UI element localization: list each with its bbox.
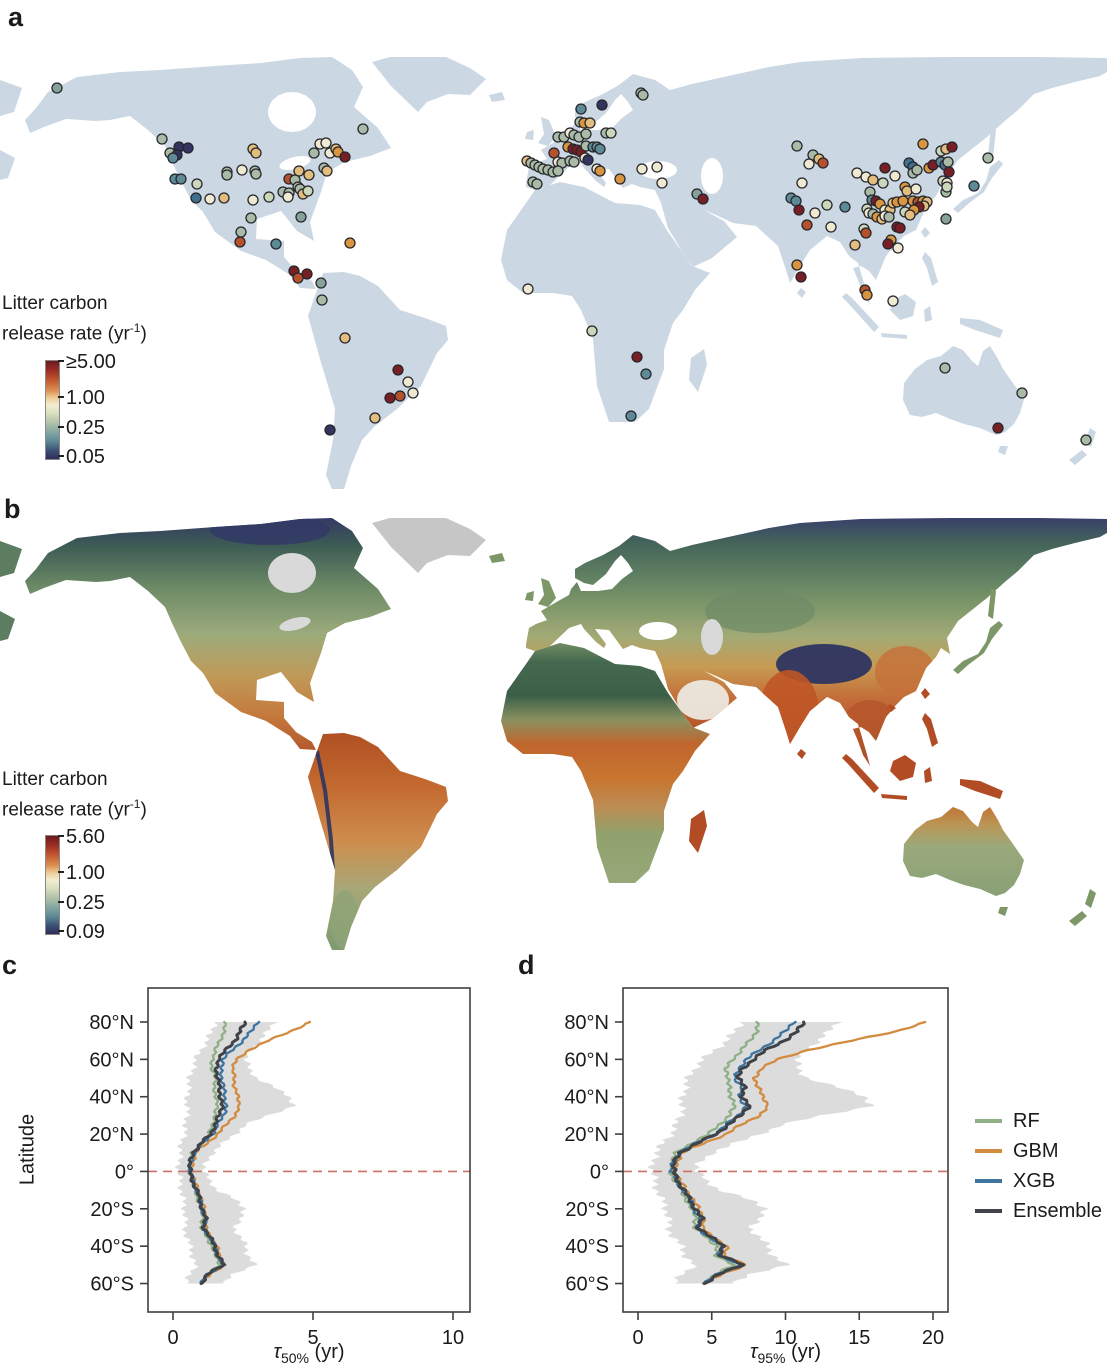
gbm-line-swatch xyxy=(975,1149,1002,1153)
panel-b-label: b xyxy=(4,494,21,524)
colorbar-tick: ≥5.00 xyxy=(66,351,116,373)
y-tick-label: 40°S xyxy=(565,1236,609,1258)
legend-item-rf: RF xyxy=(975,1106,1102,1136)
map-observations xyxy=(0,57,1107,489)
legend-label: RF xyxy=(1013,1109,1040,1132)
model-legend: RF GBM XGB Ensemble xyxy=(975,1106,1102,1226)
y-tick-label: 0° xyxy=(590,1161,609,1183)
y-tick-label: 80°N xyxy=(564,1012,609,1034)
latitude-profile-charts: 80°N 60°N 40°N 20°N 0° 20°S 40°S 60°S 0 5 10 τ50% (… xyxy=(89,987,949,1366)
y-tick-label: 60°S xyxy=(90,1274,134,1296)
plot-area-c xyxy=(148,1020,470,1286)
legend-item-ensemble: Ensemble xyxy=(975,1196,1102,1226)
great-lakes xyxy=(279,156,311,170)
colorbar-tick: 0.25 xyxy=(66,417,105,439)
caspian-sea xyxy=(701,619,723,655)
legend-item-gbm: GBM xyxy=(975,1136,1102,1166)
y-tick-label: 60°S xyxy=(565,1274,609,1296)
legend-label: Ensemble xyxy=(1013,1199,1102,1222)
y-tick-label: 20°N xyxy=(564,1124,609,1146)
x-axis-title: τ95% (yr) xyxy=(750,1341,821,1366)
caspian-sea xyxy=(701,158,723,194)
plot-frame xyxy=(147,987,471,1313)
x-tick-label: 10 xyxy=(774,1327,796,1349)
panel-d-label: d xyxy=(518,950,535,980)
x-tick-label: 10 xyxy=(442,1327,464,1349)
x-tick-label: 5 xyxy=(307,1327,318,1349)
series-rf xyxy=(667,1020,760,1285)
colorbar-tick: 1.00 xyxy=(66,862,105,884)
y-tick-label: 20°S xyxy=(565,1199,609,1221)
y-tick-label: 60°N xyxy=(89,1049,134,1071)
x-tick-label: 5 xyxy=(706,1327,717,1349)
x-axis-title: τ50% (yr) xyxy=(273,1341,344,1366)
na-raster-overlays xyxy=(210,518,330,545)
plot-area-d xyxy=(623,1020,948,1286)
series-xgb xyxy=(187,1020,261,1285)
y-tick-label: 40°S xyxy=(90,1236,134,1258)
x-tick-label: 0 xyxy=(167,1327,178,1349)
y-tick-label: 0° xyxy=(115,1161,134,1183)
x-tick-label: 20 xyxy=(922,1327,944,1349)
colorbar-tick: 1.00 xyxy=(66,387,105,409)
panel-c-label: c xyxy=(2,950,18,980)
map-a-legend-title: Litter carbon release rate (yr-1) xyxy=(2,293,147,345)
y-axis-title: Latitude xyxy=(16,1113,39,1186)
y-tick-label: 20°N xyxy=(89,1124,134,1146)
series-ensemble xyxy=(670,1020,806,1286)
colorbar-tick: 0.09 xyxy=(66,921,105,943)
ensemble-line-swatch xyxy=(975,1209,1002,1213)
panel-a-label: a xyxy=(8,2,24,32)
y-tick-label: 40°N xyxy=(89,1087,134,1109)
series-ensemble xyxy=(187,1020,247,1286)
observation-dots xyxy=(51,82,1092,446)
y-tick-label: 20°S xyxy=(90,1199,134,1221)
map-b-legend-title: Litter carbon release rate (yr-1) xyxy=(2,769,147,821)
map-prediction xyxy=(0,518,1107,950)
colorbar-tick: 0.05 xyxy=(66,446,105,468)
y-tick-label: 40°N xyxy=(564,1087,609,1109)
legend-label: GBM xyxy=(1013,1139,1059,1162)
colorbar-tick: 0.25 xyxy=(66,892,105,914)
map-a-colorbar xyxy=(45,360,60,460)
y-tick-label: 60°N xyxy=(564,1049,609,1071)
xgb-line-swatch xyxy=(975,1179,1002,1183)
great-lakes xyxy=(279,617,311,631)
map-b-colorbar xyxy=(45,835,60,935)
colorbar-tick: 5.60 xyxy=(66,826,105,848)
hudson-bay xyxy=(268,553,316,593)
rf-line-swatch xyxy=(975,1119,1002,1123)
series-rf xyxy=(187,1020,228,1285)
y-tick-label: 80°N xyxy=(89,1012,134,1034)
hudson-bay xyxy=(268,92,316,132)
legend-label: XGB xyxy=(1013,1169,1056,1192)
x-tick-label: 15 xyxy=(848,1327,870,1349)
black-sea xyxy=(639,622,677,640)
x-tick-label: 0 xyxy=(632,1327,643,1349)
legend-item-xgb: XGB xyxy=(975,1166,1102,1196)
